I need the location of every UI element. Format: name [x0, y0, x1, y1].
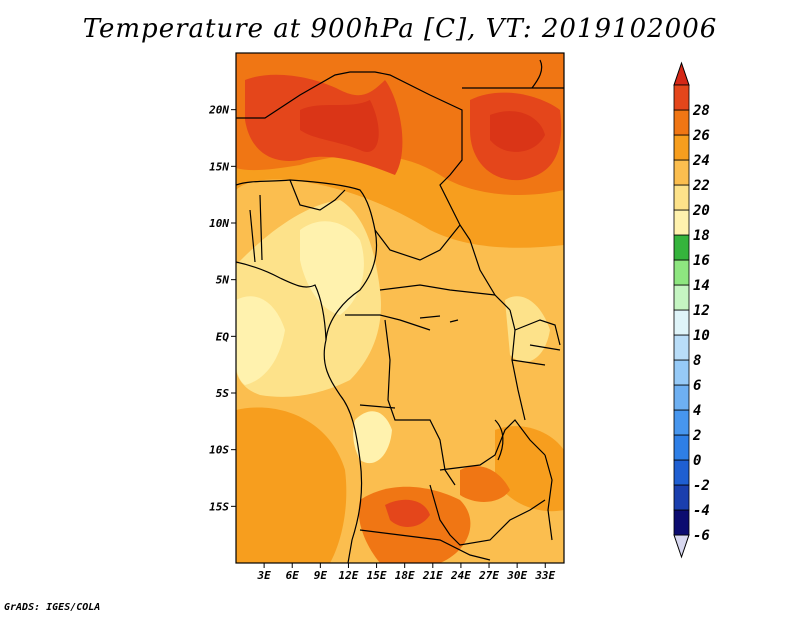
- lon-tick-label: 15E: [367, 569, 387, 582]
- lon-tick-label: 12E: [339, 569, 359, 582]
- lon-tick-label: 9E: [314, 569, 328, 582]
- lat-tick-label: 5N: [216, 274, 230, 287]
- colorbar-swatch: [673, 134, 690, 161]
- colorbar-label: 4: [693, 403, 701, 419]
- lat-tick-label: 5S: [216, 387, 230, 400]
- colorbar-label: 10: [693, 328, 710, 344]
- colorbar-swatch: [673, 234, 690, 261]
- colorbar-swatch: [673, 509, 690, 536]
- colorbar-swatch: [673, 109, 690, 136]
- map-title: Temperature at 900hPa [C], VT: 201910200…: [82, 14, 718, 44]
- map-frame: [235, 52, 565, 564]
- lat-tick-label: 15N: [209, 160, 229, 173]
- colorbar-swatch: [673, 434, 690, 461]
- colorbar-swatch: [673, 484, 690, 511]
- temperature-field: [236, 53, 564, 563]
- lon-tick-label: 24E: [450, 569, 471, 582]
- colorbar-swatch: [673, 184, 690, 211]
- lon-tick-label: 33E: [534, 569, 555, 582]
- colorbar-swatch: [673, 284, 690, 311]
- colorbar-label: 12: [693, 303, 710, 319]
- lon-tick-label: 3E: [256, 569, 271, 582]
- colorbar-label: 22: [692, 178, 710, 194]
- lon-tick-label: 27E: [478, 569, 499, 582]
- colorbar-label: 26: [692, 128, 710, 144]
- colorbar-label: -6: [693, 528, 710, 544]
- colorbar-label: 2: [692, 428, 701, 444]
- colorbar-swatch: [673, 459, 690, 486]
- colorbar-swatch: [673, 359, 690, 386]
- colorbar-label: 14: [693, 278, 710, 294]
- colorbar-label: 16: [693, 253, 710, 269]
- colorbar-label: 18: [693, 228, 710, 244]
- colorbar-label: 8: [693, 353, 701, 369]
- colorbar-min-cap: [673, 534, 690, 559]
- lon-tick-label: 21E: [422, 569, 443, 582]
- colorbar-label: 28: [692, 103, 710, 119]
- lon-tick-label: 30E: [506, 569, 527, 582]
- lon-tick-label: 6E: [286, 569, 300, 582]
- colorbar-label: 20: [692, 203, 710, 219]
- latitude-axis: 20N 15N 10N 5N EQ 5S 10S 15S: [208, 104, 236, 513]
- colorbar-label: 24: [692, 153, 710, 169]
- colorbar-swatch: [673, 259, 690, 286]
- colorbar-swatch: [673, 84, 690, 111]
- country-borders: [236, 59, 564, 563]
- longitude-axis: 3E 6E 9E 12E 15E 18E 21E 24E 27E 30E 33E: [256, 563, 556, 582]
- grads-credit: GrADS: IGES/COLA: [4, 602, 101, 613]
- colorbar-max-cap: [673, 61, 690, 86]
- colorbar-swatch: [673, 384, 690, 411]
- colorbar-swatch: [673, 334, 690, 361]
- lat-tick-label: 20N: [208, 104, 229, 117]
- lat-tick-label: 10S: [209, 444, 229, 457]
- colorbar-swatch: [673, 409, 690, 436]
- colorbar-label: -2: [693, 478, 710, 494]
- colorbar-swatch: [673, 159, 690, 186]
- colorbar-label: -4: [693, 503, 710, 519]
- lat-tick-label: EQ: [216, 330, 230, 343]
- colorbar-swatch: [673, 209, 690, 236]
- lat-tick-label: 10N: [209, 217, 229, 230]
- colorbar-swatch: [673, 309, 690, 336]
- colorbar-label: 6: [693, 378, 701, 394]
- lat-tick-label: 15S: [209, 500, 229, 513]
- lon-tick-label: 18E: [395, 569, 415, 582]
- colorbar-label: 0: [693, 453, 701, 469]
